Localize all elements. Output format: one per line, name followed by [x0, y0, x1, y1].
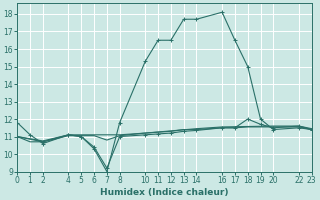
X-axis label: Humidex (Indice chaleur): Humidex (Indice chaleur) — [100, 188, 229, 197]
